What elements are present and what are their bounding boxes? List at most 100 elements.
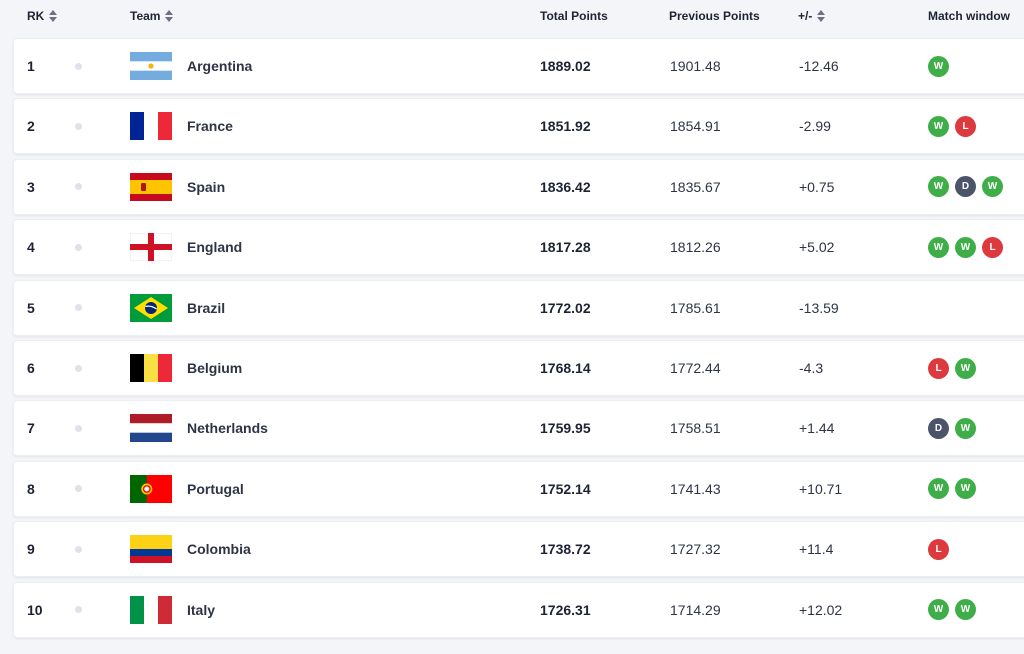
match-result-badge: W	[928, 236, 949, 258]
rank-cell: 7	[27, 420, 35, 437]
portugal-flag	[130, 462, 172, 516]
points-diff: +10.71	[799, 480, 843, 497]
match-result-badge: L	[955, 115, 976, 137]
match-result-badge: W	[982, 176, 1003, 198]
team-name[interactable]: Italy	[187, 601, 216, 618]
status-dot	[75, 220, 82, 274]
total-points: 1889.02	[540, 58, 591, 74]
previous-points: 1714.29	[670, 601, 721, 618]
team-name[interactable]: Portugal	[187, 480, 244, 497]
netherlands-flag	[130, 401, 172, 455]
team-column-header[interactable]: Team	[130, 9, 174, 23]
match-window: L	[928, 522, 949, 576]
status-dot	[75, 99, 82, 153]
total-points: 1752.14	[540, 480, 591, 497]
total-points: 1851.92	[540, 118, 591, 135]
match-result-badge: W	[928, 176, 949, 198]
points-diff: +0.75	[799, 178, 835, 195]
diff-header-label: +/-	[798, 9, 813, 23]
previous-points: 1727.32	[670, 541, 721, 558]
status-dot	[75, 281, 82, 335]
france-flag	[130, 99, 172, 153]
points-diff: -12.46	[799, 58, 839, 74]
rank-cell: 1	[27, 58, 35, 74]
status-dot	[75, 341, 82, 395]
previous-points: 1741.43	[670, 480, 721, 497]
match-result-badge: W	[928, 55, 949, 77]
total-points: 1759.95	[540, 420, 591, 437]
rank-cell: 10	[27, 601, 43, 618]
diff-column-header[interactable]: +/-	[798, 9, 826, 23]
total-points: 1772.02	[540, 299, 591, 316]
total-points: 1836.42	[540, 178, 591, 195]
match-result-badge: W	[928, 478, 949, 500]
rank-header-label: RK	[27, 9, 45, 23]
points-diff: +11.4	[799, 541, 834, 558]
belgium-flag	[130, 341, 172, 395]
previous-points: 1772.44	[670, 360, 721, 376]
status-dot	[75, 583, 82, 637]
match-result-badge: W	[955, 417, 976, 439]
total-points: 1738.72	[540, 541, 591, 558]
match-window-header: Match window	[928, 9, 1010, 23]
team-name[interactable]: England	[187, 239, 243, 256]
match-window: W	[928, 39, 949, 93]
rank-cell: 9	[27, 541, 35, 558]
status-dot	[75, 522, 82, 576]
rank-cell: 2	[27, 118, 35, 135]
team-name[interactable]: Spain	[187, 178, 226, 195]
sort-icon[interactable]	[49, 10, 58, 22]
previous-points: 1785.61	[670, 299, 721, 316]
table-row[interactable]: 9 Colombia 1738.72 1727.32 +11.4 L	[13, 521, 1024, 578]
rank-cell: 4	[27, 239, 35, 256]
team-header-label: Team	[130, 9, 161, 23]
team-name[interactable]: France	[187, 118, 233, 135]
match-result-badge: D	[928, 417, 949, 439]
rank-cell: 8	[27, 480, 35, 497]
team-name[interactable]: Belgium	[187, 360, 243, 376]
points-diff: +1.44	[799, 420, 835, 437]
table-row[interactable]: 5 Brazil 1772.02 1785.61 -13.59	[13, 279, 1024, 336]
team-name[interactable]: Brazil	[187, 299, 226, 316]
match-result-badge: L	[982, 236, 1003, 258]
match-result-badge: W	[955, 478, 976, 500]
sort-icon[interactable]	[817, 10, 826, 22]
rank-column-header[interactable]: RK	[27, 9, 58, 23]
rank-cell: 6	[27, 360, 35, 376]
team-name[interactable]: Argentina	[187, 58, 253, 74]
points-diff: +12.02	[799, 601, 843, 618]
previous-points: 1854.91	[670, 118, 721, 135]
status-dot	[75, 160, 82, 214]
previous-points: 1758.51	[670, 420, 721, 437]
match-result-badge: D	[955, 176, 976, 198]
total-header-label: Total Points	[540, 9, 608, 23]
match-result-badge: W	[955, 599, 976, 621]
sort-icon[interactable]	[165, 10, 174, 22]
team-name[interactable]: Netherlands	[187, 420, 268, 437]
rank-cell: 5	[27, 299, 35, 316]
status-dot	[75, 462, 82, 516]
points-diff: -13.59	[799, 299, 839, 316]
points-diff: +5.02	[799, 239, 835, 256]
points-diff: -4.3	[799, 360, 824, 376]
total-points: 1726.31	[540, 601, 591, 618]
previous-points: 1901.48	[670, 58, 721, 74]
table-row[interactable]: 1 Argentina 1889.02 1901.48 -12.46 W	[13, 38, 1024, 94]
table-header: RK Team Total Points Previous Points +/-…	[0, 0, 1024, 34]
status-dot	[75, 39, 82, 93]
team-name[interactable]: Colombia	[187, 541, 251, 558]
previous-header-label: Previous Points	[669, 9, 760, 23]
total-points: 1768.14	[540, 360, 591, 376]
